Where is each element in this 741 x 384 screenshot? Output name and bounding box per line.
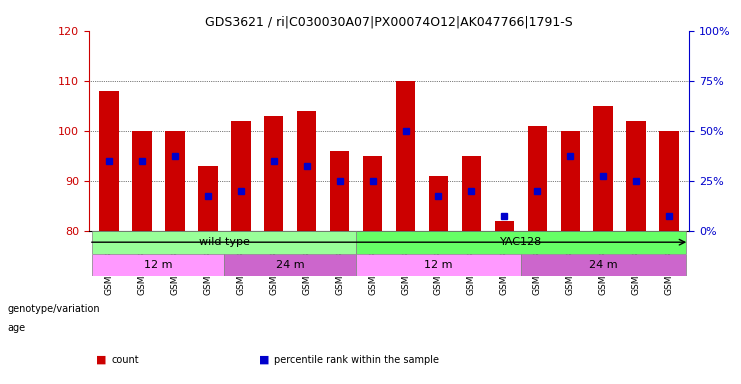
Bar bbox=[560, 131, 580, 231]
Bar bbox=[462, 156, 482, 231]
Bar bbox=[528, 126, 548, 231]
Bar bbox=[428, 176, 448, 231]
FancyBboxPatch shape bbox=[521, 253, 686, 276]
Text: YAC128: YAC128 bbox=[500, 237, 542, 247]
Bar bbox=[659, 131, 679, 231]
FancyBboxPatch shape bbox=[224, 253, 356, 276]
Bar bbox=[99, 91, 119, 231]
FancyBboxPatch shape bbox=[356, 253, 521, 276]
Bar bbox=[626, 121, 646, 231]
Text: 12 m: 12 m bbox=[425, 260, 453, 270]
Bar bbox=[396, 81, 416, 231]
Text: genotype/variation: genotype/variation bbox=[7, 304, 100, 314]
Bar bbox=[362, 156, 382, 231]
Text: ■: ■ bbox=[259, 355, 270, 365]
FancyBboxPatch shape bbox=[92, 253, 224, 276]
Bar bbox=[264, 116, 284, 231]
Text: wild type: wild type bbox=[199, 237, 250, 247]
Text: age: age bbox=[7, 323, 25, 333]
Bar bbox=[296, 111, 316, 231]
Title: GDS3621 / ri|C030030A07|PX00074O12|AK047766|1791-S: GDS3621 / ri|C030030A07|PX00074O12|AK047… bbox=[205, 15, 573, 28]
Bar bbox=[132, 131, 152, 231]
Bar bbox=[198, 166, 218, 231]
Text: ■: ■ bbox=[96, 355, 107, 365]
Bar bbox=[230, 121, 250, 231]
Text: 24 m: 24 m bbox=[589, 260, 618, 270]
FancyBboxPatch shape bbox=[92, 231, 356, 253]
Bar bbox=[594, 106, 614, 231]
Text: 24 m: 24 m bbox=[276, 260, 305, 270]
Text: 12 m: 12 m bbox=[144, 260, 173, 270]
Text: percentile rank within the sample: percentile rank within the sample bbox=[274, 355, 439, 365]
FancyBboxPatch shape bbox=[356, 231, 686, 253]
Bar bbox=[494, 221, 514, 231]
Text: count: count bbox=[111, 355, 139, 365]
Bar bbox=[330, 151, 350, 231]
Bar bbox=[165, 131, 185, 231]
